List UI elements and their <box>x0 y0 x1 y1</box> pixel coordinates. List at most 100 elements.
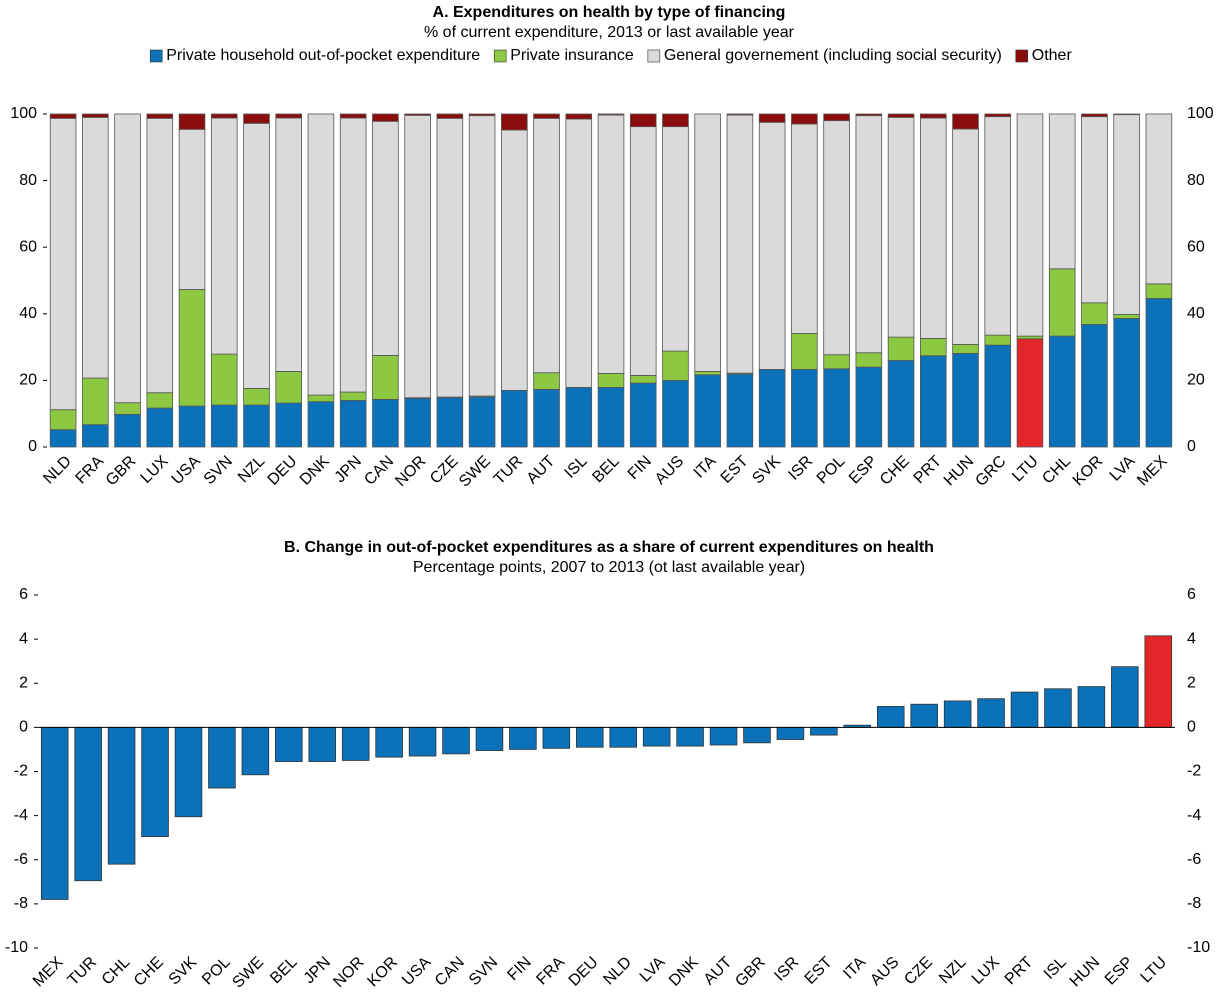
bar-segment <box>372 113 399 122</box>
bar-segment <box>404 397 431 448</box>
bar-segment <box>1145 283 1173 299</box>
bar-segment <box>243 122 270 389</box>
bar-segment <box>919 113 947 119</box>
x-tick-label: NOR <box>392 453 429 490</box>
bar <box>1077 686 1106 728</box>
x-tick-label: SVN <box>201 453 236 488</box>
bar-segment <box>919 117 947 339</box>
bar-segment <box>597 114 625 374</box>
chart-title: A. Expenditures on health by type of fin… <box>433 4 786 21</box>
y-tick-label-right: -2 <box>1187 763 1201 780</box>
bar-segment <box>339 113 367 119</box>
bar-segment <box>694 374 721 448</box>
x-tick-label: KOR <box>1070 453 1107 490</box>
y-tick-label-right: 80 <box>1187 172 1205 189</box>
bar-segment <box>1113 114 1140 315</box>
bar-segment <box>726 373 754 448</box>
bar-segment <box>758 121 786 370</box>
y-tick-label: 20 <box>19 372 37 389</box>
bar-segment <box>275 113 303 119</box>
bar-segment <box>501 113 528 131</box>
bar-segment <box>984 344 1012 448</box>
bar-segment <box>1145 298 1173 448</box>
bar-segment <box>146 392 174 409</box>
legend-swatch <box>1015 49 1029 63</box>
y-tick-label-right: 100 <box>1187 105 1214 122</box>
bar <box>509 726 537 750</box>
legend-label: Private household out-of-pocket expendit… <box>166 47 480 64</box>
y-tick-label: 100 <box>10 105 37 122</box>
bar-segment <box>1048 335 1076 448</box>
bar-segment <box>146 407 174 448</box>
bar-segment <box>597 386 625 448</box>
x-tick-label: NLD <box>40 453 75 488</box>
x-tick-label: FIN <box>625 453 655 483</box>
bar-segment <box>597 113 625 116</box>
x-tick-label: GRC <box>972 453 1009 490</box>
legend-label: Other <box>1032 47 1073 64</box>
bar-segment <box>565 386 593 448</box>
bar-segment <box>1081 302 1108 325</box>
bar-segment <box>1081 116 1108 304</box>
y-tick-label: 80 <box>19 172 37 189</box>
x-tick-label: ISR <box>771 954 802 985</box>
bar-segment <box>629 126 657 376</box>
x-tick-label: CHE <box>131 954 167 990</box>
x-tick-label: CAN <box>432 954 468 990</box>
x-tick-label: ITA <box>840 954 869 983</box>
y-tick-label: -6 <box>14 851 28 868</box>
bar-segment <box>501 389 528 448</box>
bar-segment <box>49 113 77 119</box>
bar-segment <box>468 396 496 448</box>
bar-segment <box>210 404 238 448</box>
bar-segment <box>468 113 496 117</box>
x-tick-label: BEL <box>589 453 622 486</box>
x-tick-label: CAN <box>361 453 397 489</box>
x-tick-label: AUT <box>524 453 559 488</box>
bar-segment <box>82 424 109 448</box>
x-tick-label: SVK <box>166 954 201 989</box>
bar-segment <box>984 116 1012 336</box>
bar-segment <box>1113 314 1140 319</box>
x-tick-label: ITA <box>691 453 720 482</box>
bar-segment <box>114 413 141 448</box>
bar-segment <box>1113 113 1140 116</box>
x-tick-label: AUS <box>867 954 902 989</box>
y-tick-label: 4 <box>19 630 28 647</box>
bar-segment <box>436 397 464 448</box>
bar <box>475 726 504 751</box>
y-tick-label: -8 <box>14 895 28 912</box>
bar-segment <box>178 289 206 407</box>
bar <box>676 726 704 747</box>
x-tick-label: LTU <box>1138 954 1171 987</box>
bar-segment <box>952 344 979 354</box>
bar-segment <box>984 334 1012 346</box>
x-tick-label: FRA <box>73 453 108 488</box>
bar <box>977 698 1005 728</box>
bar-segment <box>984 113 1012 118</box>
bar-segment <box>533 388 560 448</box>
bar <box>341 726 370 761</box>
x-tick-label: SWE <box>229 954 267 992</box>
bar-segment <box>823 354 850 370</box>
bar-segment <box>1081 113 1108 118</box>
y-tick-label: 6 <box>19 586 28 603</box>
bar <box>576 726 604 748</box>
bar-segment <box>114 113 141 404</box>
bar-segment <box>662 126 689 352</box>
bar-segment <box>146 117 174 394</box>
bar-segment <box>694 113 721 372</box>
bar-segment <box>855 352 883 368</box>
bar-segment <box>82 377 109 426</box>
bar-segment <box>629 375 657 384</box>
x-tick-label: CZE <box>427 453 462 488</box>
x-tick-label: ISL <box>562 453 591 482</box>
x-tick-label: DNK <box>297 453 333 489</box>
bar-segment <box>823 120 850 356</box>
y-tick-label-right: 4 <box>1187 630 1196 647</box>
bar <box>776 726 805 740</box>
x-tick-label: SWE <box>456 453 494 491</box>
x-tick-label: NOR <box>330 954 367 991</box>
